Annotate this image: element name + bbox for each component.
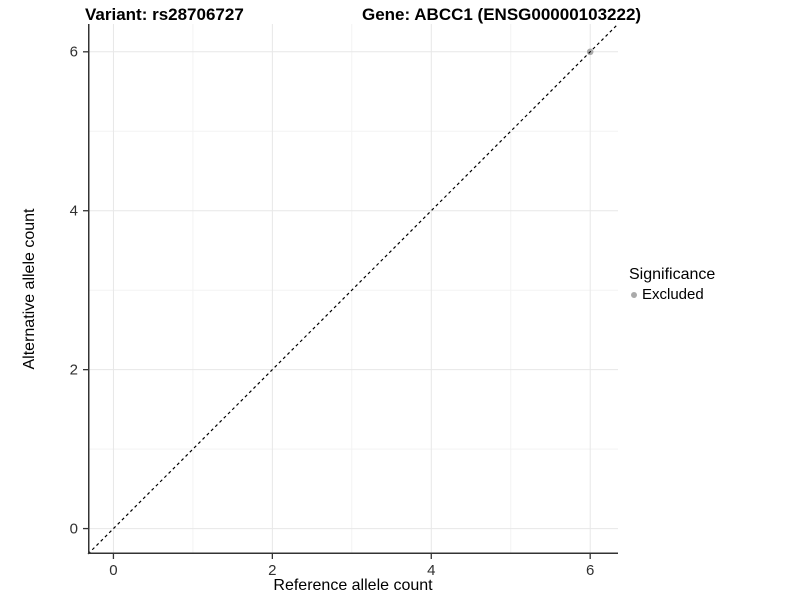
legend-point-icon xyxy=(631,291,637,298)
y-axis-title: Alternative allele count xyxy=(21,208,38,370)
y-tick-label: 0 xyxy=(69,520,78,538)
legend-item-label: Excluded xyxy=(642,286,704,303)
plot-panel xyxy=(83,23,619,559)
legend-items: Excluded xyxy=(629,286,715,303)
identity-reference-line xyxy=(87,23,619,555)
x-tick-label: 2 xyxy=(268,562,277,579)
scatter-plot-canvas xyxy=(83,23,619,559)
x-tick-label: 6 xyxy=(586,562,595,579)
plot-title-variant: Variant: rs28706727 xyxy=(85,5,244,24)
plot-title-gene: Gene: ABCC1 (ENSG00000103222) xyxy=(362,5,642,24)
x-tick-label: 0 xyxy=(109,562,118,579)
y-tick-label: 2 xyxy=(69,361,78,379)
y-tick-label: 4 xyxy=(69,202,78,220)
x-axis-title: Reference allele count xyxy=(273,577,433,594)
legend-item: Excluded xyxy=(629,286,715,303)
legend: Significance Excluded xyxy=(629,266,715,303)
x-tick-label: 4 xyxy=(427,562,436,579)
y-tick-label: 6 xyxy=(69,43,78,61)
legend-title: Significance xyxy=(629,266,716,283)
